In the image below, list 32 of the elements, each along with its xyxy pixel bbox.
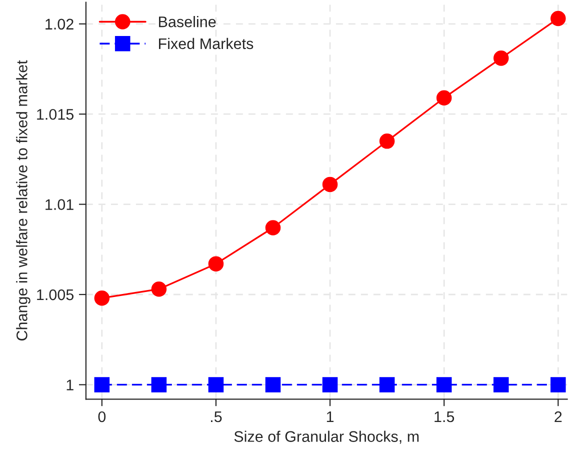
point [151, 281, 167, 297]
x-tick-label: .5 [211, 412, 222, 422]
point [436, 377, 452, 392]
point [265, 377, 281, 392]
point [493, 50, 509, 66]
point [94, 377, 110, 392]
legend-label: Baseline [159, 16, 216, 28]
point [379, 377, 395, 392]
x-tick-label: 1 [326, 412, 334, 422]
y-tick-label: 1.015 [37, 108, 74, 120]
point [322, 377, 338, 392]
x-tick-label: 2 [554, 411, 562, 422]
y-tick-label: 1 [66, 380, 74, 390]
point [208, 256, 224, 272]
point [379, 134, 395, 149]
y-tick-label: 1.005 [37, 289, 74, 300]
point [322, 176, 338, 192]
point [208, 377, 224, 392]
point [151, 377, 167, 392]
point [436, 90, 452, 106]
y-tick-label: 1.01 [46, 199, 74, 210]
y-axis-title: Change in welfare relative to fixed market [16, 60, 30, 340]
point [493, 377, 509, 392]
x-axis-title: Size of Granular Shocks, m [234, 430, 419, 444]
point [94, 290, 110, 306]
legend-label: Fixed Markets [159, 38, 254, 50]
x-tick-label: 1.5 [434, 412, 454, 422]
point [550, 377, 566, 392]
y-tick-label: 1.02 [46, 18, 74, 30]
point [265, 220, 281, 236]
x-tick-label: 0 [98, 411, 106, 422]
point [550, 10, 566, 26]
